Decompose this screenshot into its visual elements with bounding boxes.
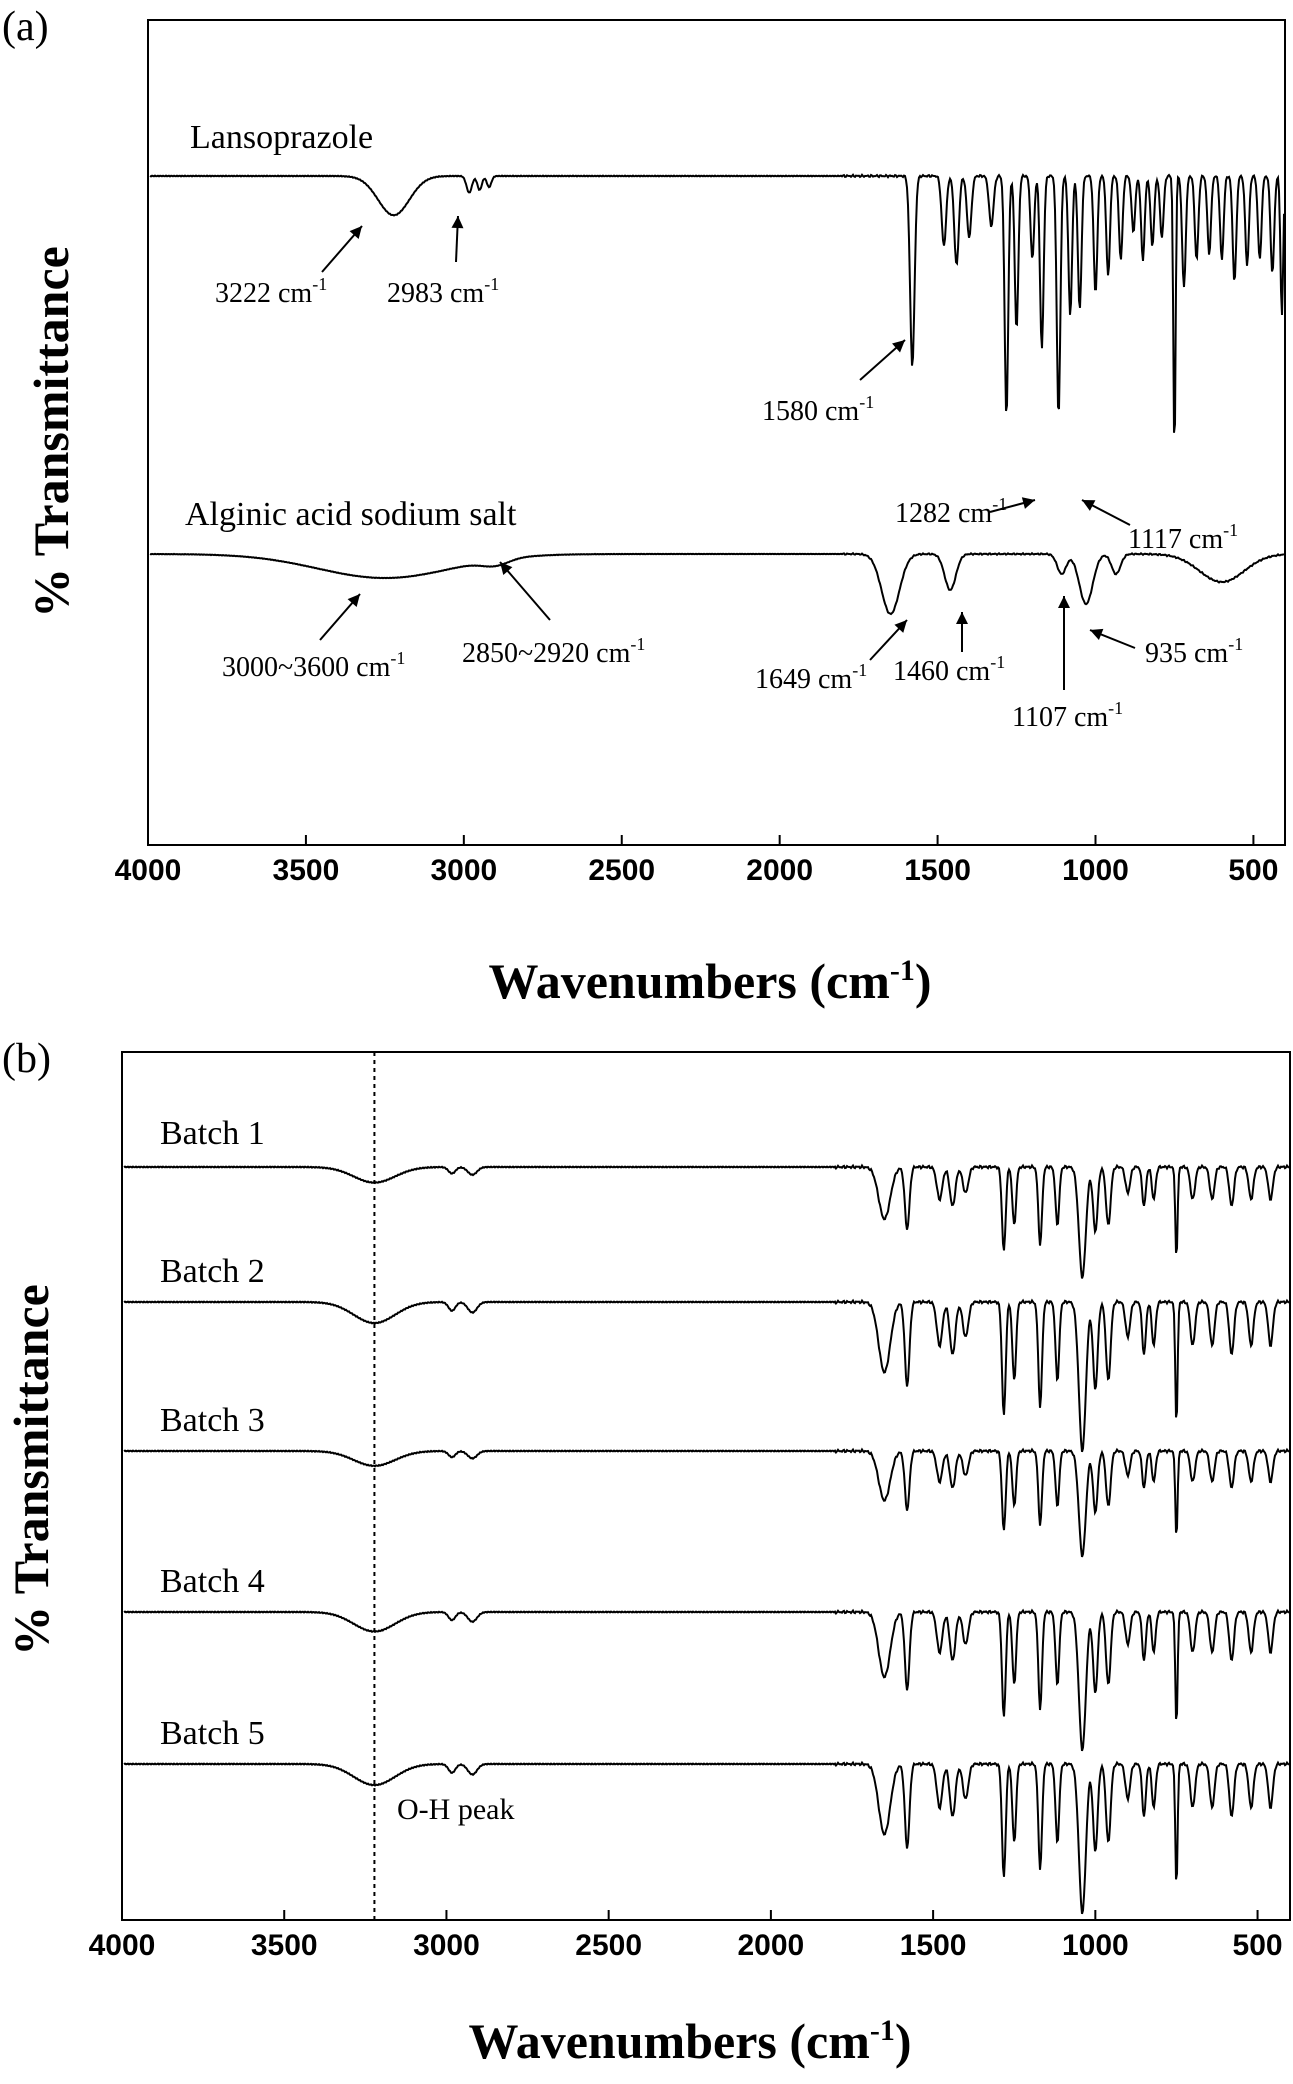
annotation-1117-arrow-head (1082, 500, 1096, 511)
x-axis-title-a: Wavenumbers (cm-1) (489, 953, 932, 1009)
x-tick-label-a: 2500 (588, 854, 655, 887)
annotation-1460-label: 1460 cm-1 (893, 652, 1005, 687)
series-group-b (123, 1163, 1290, 1915)
x-tick-label-a: 4000 (115, 854, 182, 887)
x-tick-label-a: 1500 (904, 854, 971, 887)
x-tick-label-b: 2500 (575, 1929, 642, 1962)
plot-frame-b (121, 1051, 1291, 1921)
series-label-batch-2: Batch 2 (160, 1253, 265, 1290)
x-tick-label-b: 1500 (900, 1929, 967, 1962)
y-axis-title-a: % Transmittance (23, 246, 79, 618)
annotation-3000-3600-arrow-head (347, 594, 360, 607)
annotation-1649-label: 1649 cm-1 (755, 660, 867, 695)
annotation-1282-arrow-head (1021, 497, 1035, 509)
annotation-1282-label: 1282 cm-1 (895, 494, 1007, 529)
annotation-1117-label: 1117 cm-1 (1128, 520, 1238, 555)
series-line-batch-3 (123, 1447, 1290, 1558)
annotation-3222-arrow-head (349, 226, 362, 239)
x-tick-label-b: 500 (1233, 1929, 1283, 1962)
annotation-2850-2920-arrow-head (500, 562, 513, 576)
annotation-2850-2920-arrow-shaft (499, 561, 551, 621)
annotation-3000-3600-label: 3000~3600 cm-1 (222, 648, 405, 683)
x-tick-label-a: 3000 (430, 854, 497, 887)
annotation-1107-label: 1107 cm-1 (1012, 698, 1123, 733)
x-axis-ticks-b: 4000 3500 3000 2500 2000 1500 1000 500 (89, 1910, 1283, 1962)
series-line-batch-5 (123, 1760, 1290, 1915)
x-tick-label-b: 3500 (251, 1929, 318, 1962)
annotation-935-label: 935 cm-1 (1145, 634, 1243, 669)
annotation-1649-arrow-head (894, 620, 907, 633)
oh-peak-label: O-H peak (397, 1793, 514, 1826)
x-tick-label-a: 3500 (273, 854, 340, 887)
series-line-lansoprazole (149, 173, 1285, 433)
panel-a-label: (a) (2, 4, 49, 50)
series-label-batch-3: Batch 3 (160, 1402, 265, 1439)
x-tick-label-b: 3000 (413, 1929, 480, 1962)
batch-labels: Batch 1 Batch 2 Batch 3 Batch 4 Batch 5 (160, 1115, 265, 1752)
annotation-1580-arrow-head (892, 340, 905, 353)
annotation-1107-arrow-head (1058, 596, 1070, 608)
annotation-935-arrow-head (1090, 628, 1104, 641)
annotation-2850-2920-label: 2850~2920 cm-1 (462, 634, 645, 669)
annotation-1580-label: 1580 cm-1 (762, 392, 874, 427)
annotation-2983-label: 2983 cm-1 (387, 274, 499, 309)
x-tick-label-b: 4000 (89, 1929, 156, 1962)
series-line-alginate (149, 551, 1285, 616)
series-label-batch-1: Batch 1 (160, 1115, 265, 1152)
series-line-batch-2 (123, 1298, 1290, 1453)
annotation-3222-label: 3222 cm-1 (215, 274, 327, 309)
panel-b-label: (b) (2, 1036, 51, 1082)
series-line-batch-4 (123, 1608, 1290, 1752)
x-tick-label-a: 2000 (746, 854, 813, 887)
series-label-lansoprazole: Lansoprazole (190, 119, 373, 156)
annotations-a: 3222 cm-1 2983 cm-1 1580 cm-1 1282 cm-1 1117… (215, 215, 1243, 733)
x-axis-ticks-a: 4000 3500 3000 2500 2000 1500 1000 500 (115, 835, 1278, 887)
x-tick-label-b: 2000 (738, 1929, 805, 1962)
y-axis-title-b: % Transmittance (3, 1284, 59, 1656)
series-group-a (149, 173, 1285, 616)
series-label-batch-4: Batch 4 (160, 1563, 265, 1600)
plot-frame-a (147, 19, 1286, 846)
series-line-batch-1 (123, 1163, 1290, 1279)
annotation-1460-arrow-head (956, 612, 968, 624)
x-tick-label-b: 1000 (1062, 1929, 1129, 1962)
x-tick-label-a: 1000 (1062, 854, 1129, 887)
series-label-batch-5: Batch 5 (160, 1715, 265, 1752)
series-label-alginate: Alginic acid sodium salt (185, 496, 517, 533)
x-axis-title-b: Wavenumbers (cm-1) (469, 2013, 912, 2069)
x-tick-label-a: 500 (1228, 854, 1278, 887)
annotation-2983-arrow-head (451, 216, 464, 229)
